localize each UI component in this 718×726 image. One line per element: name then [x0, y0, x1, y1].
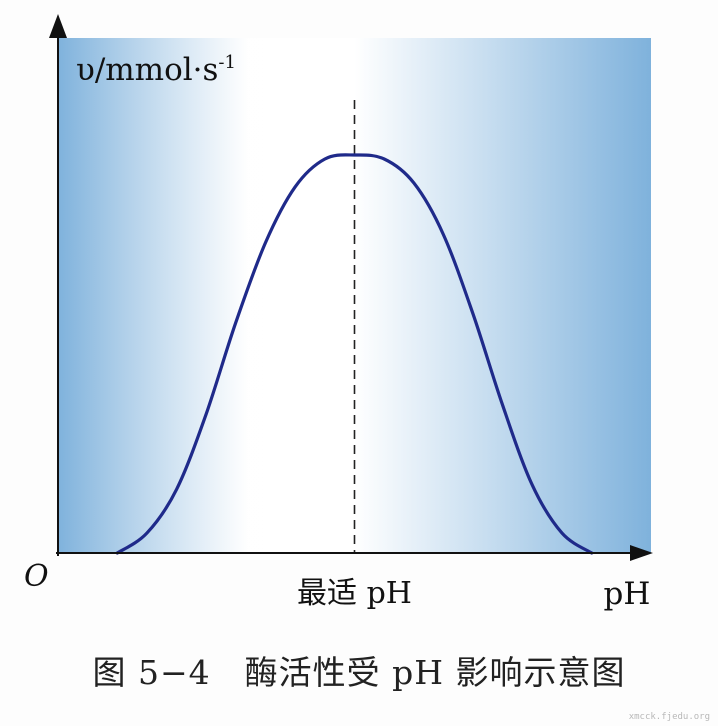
watermark: xmcck.fjedu.org — [628, 712, 710, 722]
y-axis-label-superscript: -1 — [218, 52, 236, 73]
rate-curve — [115, 153, 594, 555]
x-axis-label: pH — [604, 576, 651, 612]
y-axis-arrow — [49, 14, 67, 38]
optimum-ph-label: 最适 pH — [297, 576, 412, 611]
figure-caption: 图 5−4 酶活性受 pH 影响示意图 — [92, 653, 626, 692]
x-axis-arrow — [630, 545, 653, 561]
y-axis-label: υ/mmol·s-1 — [76, 52, 236, 88]
origin-label: O — [24, 559, 49, 594]
